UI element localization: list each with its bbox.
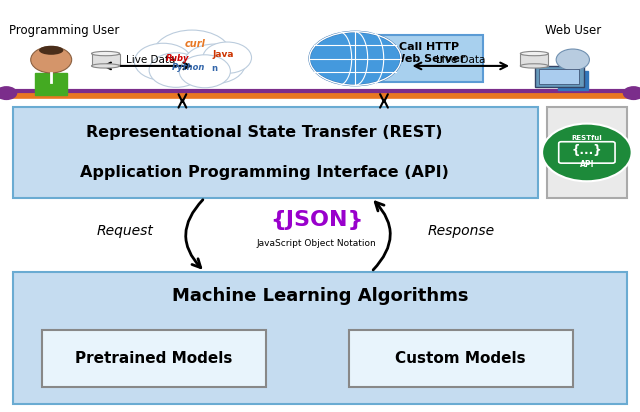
Ellipse shape: [39, 46, 63, 55]
FancyBboxPatch shape: [13, 272, 627, 404]
FancyBboxPatch shape: [547, 107, 627, 198]
Text: RESTful: RESTful: [572, 135, 602, 140]
Ellipse shape: [92, 64, 120, 68]
Circle shape: [184, 44, 245, 84]
Circle shape: [152, 30, 232, 81]
Circle shape: [203, 42, 252, 73]
FancyBboxPatch shape: [92, 54, 120, 66]
FancyBboxPatch shape: [535, 66, 584, 87]
Text: Java: Java: [212, 50, 234, 59]
Text: Call HTTP: Call HTTP: [399, 42, 459, 52]
Circle shape: [623, 86, 640, 100]
Text: Live Data: Live Data: [436, 55, 486, 65]
FancyBboxPatch shape: [539, 69, 579, 84]
Circle shape: [31, 47, 72, 73]
FancyBboxPatch shape: [520, 54, 548, 66]
Text: {...}: {...}: [572, 144, 602, 157]
Text: curl: curl: [185, 39, 205, 49]
Ellipse shape: [520, 64, 548, 68]
Circle shape: [0, 86, 17, 100]
Circle shape: [149, 53, 203, 87]
Circle shape: [542, 124, 632, 181]
Text: n: n: [211, 64, 218, 73]
FancyBboxPatch shape: [349, 330, 573, 387]
Text: Programming User: Programming User: [9, 24, 119, 37]
Circle shape: [134, 43, 192, 80]
Text: Web User: Web User: [545, 24, 601, 37]
Circle shape: [179, 55, 230, 88]
Text: Custom Models: Custom Models: [396, 351, 526, 366]
Text: Machine Learning Algorithms: Machine Learning Algorithms: [172, 287, 468, 304]
Text: {JSON}: {JSON}: [270, 211, 364, 230]
Text: Live Data: Live Data: [125, 55, 175, 65]
Text: JavaScript Object Notation: JavaScript Object Notation: [257, 239, 377, 248]
Ellipse shape: [310, 32, 401, 85]
Circle shape: [556, 49, 589, 70]
Ellipse shape: [92, 52, 120, 56]
FancyBboxPatch shape: [13, 107, 538, 198]
Text: Response: Response: [428, 224, 494, 238]
Text: Pretrained Models: Pretrained Models: [75, 351, 232, 366]
Text: Representational State Transfer (REST): Representational State Transfer (REST): [86, 125, 443, 140]
FancyBboxPatch shape: [42, 330, 266, 387]
FancyBboxPatch shape: [374, 35, 483, 82]
Ellipse shape: [520, 52, 548, 56]
Polygon shape: [35, 73, 67, 95]
Text: Request: Request: [97, 224, 153, 238]
Text: Python: Python: [172, 63, 205, 72]
Text: API: API: [580, 160, 594, 169]
Text: Web Server: Web Server: [392, 54, 465, 64]
Text: Ruby: Ruby: [166, 54, 189, 63]
Polygon shape: [558, 71, 588, 90]
Text: Application Programming Interface (API): Application Programming Interface (API): [80, 165, 449, 180]
